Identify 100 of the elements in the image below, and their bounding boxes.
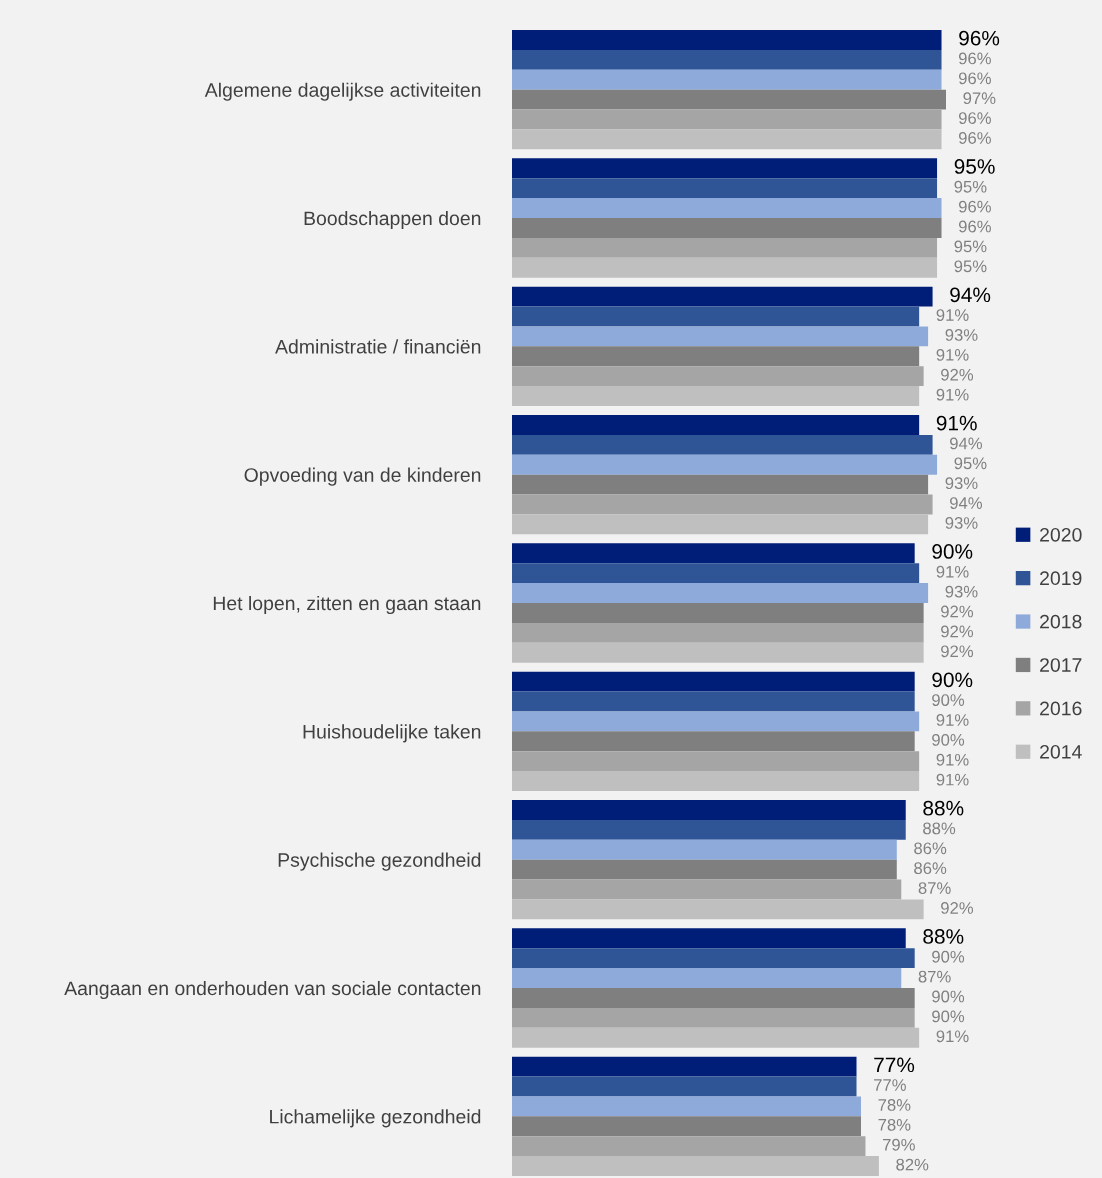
data-label: 91% xyxy=(936,714,969,726)
bar xyxy=(512,622,924,643)
bar xyxy=(512,691,915,712)
bar xyxy=(512,1136,866,1157)
data-label: 91% xyxy=(936,565,969,578)
y-tick-label: Administratie / financiën xyxy=(275,339,481,354)
data-label: 96% xyxy=(958,52,991,65)
bar xyxy=(512,948,915,969)
bar xyxy=(512,306,920,327)
bar xyxy=(512,386,920,407)
data-label: 96% xyxy=(958,200,991,213)
data-label: 90% xyxy=(932,950,965,963)
bar xyxy=(512,326,929,347)
y-tick-label: Boodschappen doen xyxy=(304,210,481,230)
bar xyxy=(512,1076,857,1097)
data-label: 92% xyxy=(941,605,974,618)
data-label: 91% xyxy=(936,348,969,361)
bar xyxy=(512,563,920,584)
bar xyxy=(512,434,933,455)
y-tick-label: Huishoudelijke taken xyxy=(303,724,481,743)
data-label: 91% xyxy=(936,415,977,431)
data-label: 77% xyxy=(874,1079,906,1091)
bar xyxy=(512,178,938,199)
data-label: 92% xyxy=(941,368,974,381)
data-label: 95% xyxy=(954,159,995,174)
data-label: 95% xyxy=(954,457,987,470)
bar xyxy=(512,494,933,515)
bar xyxy=(512,1007,915,1028)
bar xyxy=(512,1027,920,1048)
data-label: 96% xyxy=(958,132,991,144)
bar xyxy=(512,543,915,564)
data-label: 92% xyxy=(941,625,974,638)
data-label: 95% xyxy=(954,260,987,273)
bar xyxy=(512,583,929,603)
data-label: 92% xyxy=(941,902,974,914)
legend-label: 2018 xyxy=(1040,614,1082,629)
data-label: 92% xyxy=(941,645,974,658)
data-label: 97% xyxy=(963,92,996,105)
data-label: 96% xyxy=(958,220,991,233)
bar xyxy=(512,928,906,949)
bar xyxy=(512,1156,879,1176)
data-label: 87% xyxy=(918,970,951,983)
bar xyxy=(512,799,906,820)
bar xyxy=(512,839,897,860)
data-label: 95% xyxy=(954,240,987,253)
bar xyxy=(512,30,942,50)
legend-label: 2020 xyxy=(1040,527,1082,542)
legend-label: 2017 xyxy=(1040,658,1082,672)
data-label: 94% xyxy=(950,497,983,509)
data-label: 95% xyxy=(954,180,987,193)
bar xyxy=(512,237,938,258)
data-label: 90% xyxy=(932,672,973,688)
bar xyxy=(512,49,942,70)
data-label: 96% xyxy=(958,72,991,85)
data-label: 88% xyxy=(923,800,964,816)
data-label: 77% xyxy=(874,1057,915,1073)
bar xyxy=(512,198,942,219)
legend-label: 2014 xyxy=(1040,744,1082,759)
y-tick-label: Algemene dagelijkse activiteiten xyxy=(204,82,481,101)
bar xyxy=(512,899,924,920)
data-label: 91% xyxy=(936,753,969,766)
bar xyxy=(512,671,915,692)
bar xyxy=(512,879,902,900)
data-label: 78% xyxy=(878,1118,911,1131)
bar xyxy=(512,1056,857,1077)
bar xyxy=(512,1116,861,1137)
data-label: 91% xyxy=(936,388,969,401)
data-label: 96% xyxy=(958,112,991,124)
bar xyxy=(512,89,946,110)
bar xyxy=(512,286,933,307)
data-label: 88% xyxy=(923,929,964,944)
legend-label: 2016 xyxy=(1040,701,1082,716)
y-tick-label: Lichamelijke gezondheid xyxy=(270,1109,481,1128)
data-label: 94% xyxy=(950,287,991,303)
data-label: 86% xyxy=(914,862,947,875)
bar xyxy=(512,771,920,792)
data-label: 90% xyxy=(932,733,965,746)
y-tick-label: Psychische gezondheid xyxy=(278,852,481,871)
bar xyxy=(512,514,929,535)
data-label: 90% xyxy=(932,544,973,559)
bar xyxy=(512,1096,861,1117)
y-tick-label: Aangaan en onderhouden van sociale contacten xyxy=(64,980,481,1000)
data-label: 88% xyxy=(923,822,956,835)
data-label: 93% xyxy=(945,517,978,529)
data-label: 82% xyxy=(896,1158,929,1171)
bar xyxy=(512,968,902,988)
data-label: 93% xyxy=(945,477,978,490)
bar xyxy=(512,129,942,150)
y-tick-label: Het lopen, zitten en gaan staan xyxy=(213,595,481,615)
data-label: 90% xyxy=(932,990,965,1003)
bar xyxy=(512,474,929,495)
data-label: 90% xyxy=(932,694,965,706)
data-label: 87% xyxy=(918,882,951,894)
data-label: 91% xyxy=(936,309,969,321)
data-label: 94% xyxy=(950,437,983,450)
bar xyxy=(512,257,938,278)
bar xyxy=(512,346,920,367)
bar xyxy=(512,642,924,663)
bar xyxy=(512,218,942,238)
bar xyxy=(512,109,942,130)
